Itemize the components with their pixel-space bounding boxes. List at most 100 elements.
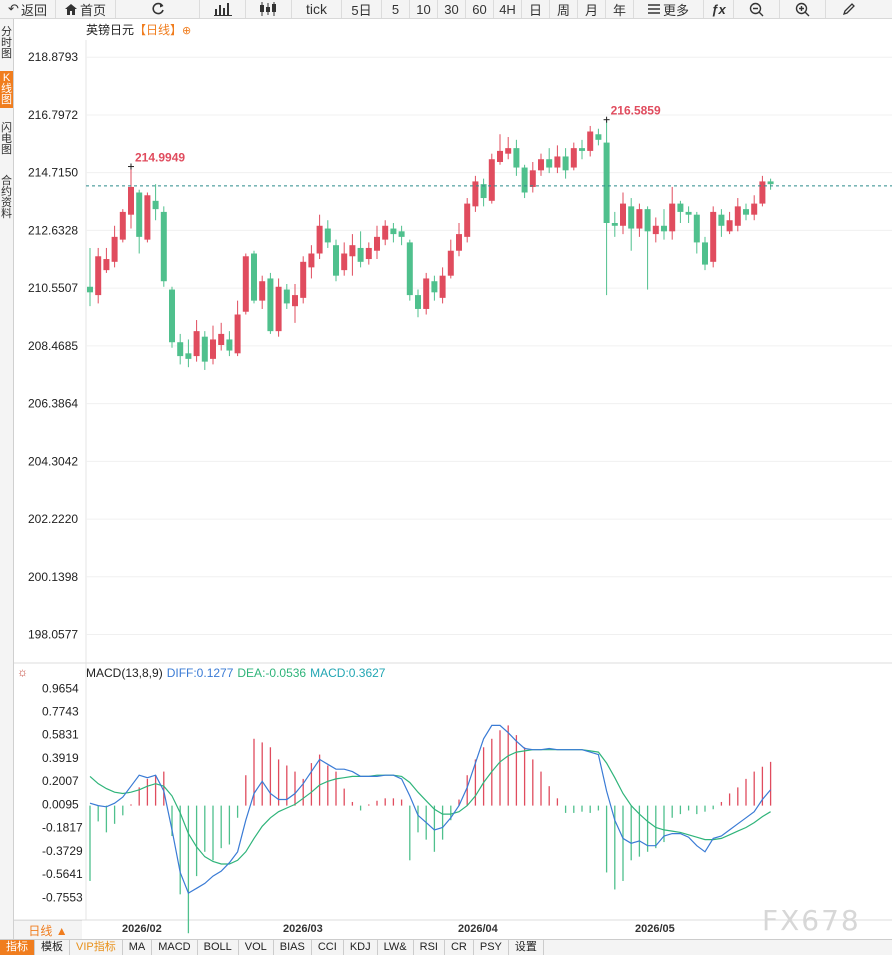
macd-tick-label: 0.2007	[42, 774, 79, 788]
candle-body	[406, 242, 413, 296]
tick-button[interactable]: tick	[292, 0, 342, 18]
price-tick-label: 210.5507	[28, 281, 78, 295]
settings-gear-icon[interactable]: ☼	[17, 665, 28, 679]
period-day[interactable]: 日	[522, 0, 550, 18]
period-10min[interactable]: 10	[410, 0, 438, 18]
zoom-out-button[interactable]	[734, 0, 780, 18]
candle-body	[251, 253, 257, 301]
more-button[interactable]: 更多	[634, 0, 704, 18]
period-5day[interactable]: 5日	[342, 0, 382, 18]
macd-tick-label: 0.7743	[42, 705, 79, 719]
tab-vip-indicators[interactable]: VIP指标	[70, 940, 123, 955]
candle-body	[144, 195, 151, 240]
period-month[interactable]: 月	[578, 0, 606, 18]
tab-vol[interactable]: VOL	[239, 940, 274, 955]
high-price-label: 214.9949	[135, 151, 185, 165]
tab-cci[interactable]: CCI	[312, 940, 344, 955]
candle-body	[562, 156, 569, 171]
candle-body	[316, 225, 323, 254]
tab-psy[interactable]: PSY	[474, 940, 509, 955]
candle-body	[685, 211, 692, 215]
refresh-button[interactable]	[116, 0, 200, 18]
candle-body	[103, 259, 110, 271]
bar-chart-button[interactable]	[200, 0, 246, 18]
macd-params: MACD(13,8,9)	[86, 666, 163, 680]
function-button[interactable]: ƒx	[704, 0, 734, 18]
sidebar-item-time-chart[interactable]: 分时图	[1, 26, 12, 60]
period-year[interactable]: 年	[606, 0, 634, 18]
sidebar-item-kline[interactable]: K线图	[0, 71, 13, 108]
draw-button[interactable]	[826, 0, 872, 18]
high-price-label: 216.5859	[611, 104, 661, 118]
sidebar-item-contract-info[interactable]: 合约资料	[1, 175, 12, 220]
zoom-in-icon	[795, 2, 810, 17]
candle-body	[546, 159, 553, 168]
period-30min[interactable]: 30	[438, 0, 466, 18]
period-60min[interactable]: 60	[466, 0, 494, 18]
candle-body	[193, 331, 200, 357]
menu-icon	[647, 4, 660, 14]
back-button[interactable]: ↶ 返回	[0, 0, 56, 18]
tab-rsi[interactable]: RSI	[414, 940, 445, 955]
candle-body	[587, 131, 594, 151]
candle-body	[431, 281, 438, 293]
macd-tick-label: 0.3919	[42, 751, 79, 765]
macd-legend: MACD(13,8,9) DIFF:0.1277 DEA:-0.0536 MACD:0…	[86, 666, 389, 680]
candle-body	[275, 286, 282, 332]
candle-body	[136, 192, 143, 237]
candle-body	[726, 220, 733, 232]
zoom-out-icon	[749, 2, 764, 17]
tab-cr[interactable]: CR	[445, 940, 474, 955]
candle-body	[398, 231, 405, 237]
macd-tick-label: -0.3729	[42, 844, 83, 858]
candle-body	[538, 159, 544, 171]
candlestick-series	[87, 120, 774, 370]
candle-body	[521, 167, 528, 193]
candle-body	[201, 336, 208, 362]
candle-body	[349, 245, 356, 257]
macd-macd-value: MACD:0.3627	[310, 666, 386, 680]
candle-body	[652, 225, 659, 235]
tab-ma[interactable]: MA	[123, 940, 153, 955]
candle-body	[374, 236, 380, 251]
tab-kdj[interactable]: KDJ	[344, 940, 378, 955]
macd-axis: 0.9654 0.7743 0.5831 0.3919 0.2007 0.0095 -0.1…	[42, 681, 83, 904]
price-tick-label: 212.6328	[28, 223, 78, 237]
candle-body	[620, 203, 626, 226]
candle-body	[570, 148, 577, 168]
sidebar-item-flash-chart[interactable]: 闪电图	[1, 122, 12, 156]
period-5min[interactable]: 5	[382, 0, 410, 18]
candle-body	[759, 181, 766, 204]
period-week[interactable]: 周	[550, 0, 578, 18]
tab-lw[interactable]: LW&	[378, 940, 414, 955]
price-tick-label: 202.2220	[28, 512, 78, 526]
period-4h[interactable]: 4H	[494, 0, 522, 18]
period-tab[interactable]: 日线 ▲	[14, 920, 82, 940]
candle-body	[480, 184, 487, 199]
dea-line	[89, 749, 771, 865]
tab-templates[interactable]: 模板	[35, 940, 70, 955]
candle-body	[259, 281, 266, 301]
tab-settings[interactable]: 设置	[509, 940, 544, 955]
chart-title: 英镑日元【日线】⊕	[86, 21, 191, 38]
tab-bias[interactable]: BIAS	[274, 940, 312, 955]
candle-body	[234, 314, 241, 354]
candle-body	[644, 209, 651, 232]
candlestick-button[interactable]	[246, 0, 292, 18]
bar-chart-icon	[213, 2, 232, 16]
candle-body	[308, 253, 315, 268]
home-button[interactable]: 首页	[56, 0, 116, 18]
x-tick-label: 2026/03	[283, 923, 323, 935]
tab-indicators[interactable]: 指标	[0, 940, 35, 955]
tab-boll[interactable]: BOLL	[198, 940, 239, 955]
macd-dea-value: DEA:-0.0536	[237, 666, 307, 680]
tab-macd[interactable]: MACD	[152, 940, 198, 955]
candle-body	[300, 261, 307, 298]
candle-body	[333, 245, 339, 276]
price-tick-label: 216.7972	[28, 108, 78, 122]
add-circle-icon[interactable]: ⊕	[182, 25, 192, 37]
zoom-in-button[interactable]	[780, 0, 826, 18]
price-axis: 218.8793 216.7972 214.7150 212.6328 210.5507…	[28, 50, 78, 641]
pencil-icon	[842, 2, 856, 16]
